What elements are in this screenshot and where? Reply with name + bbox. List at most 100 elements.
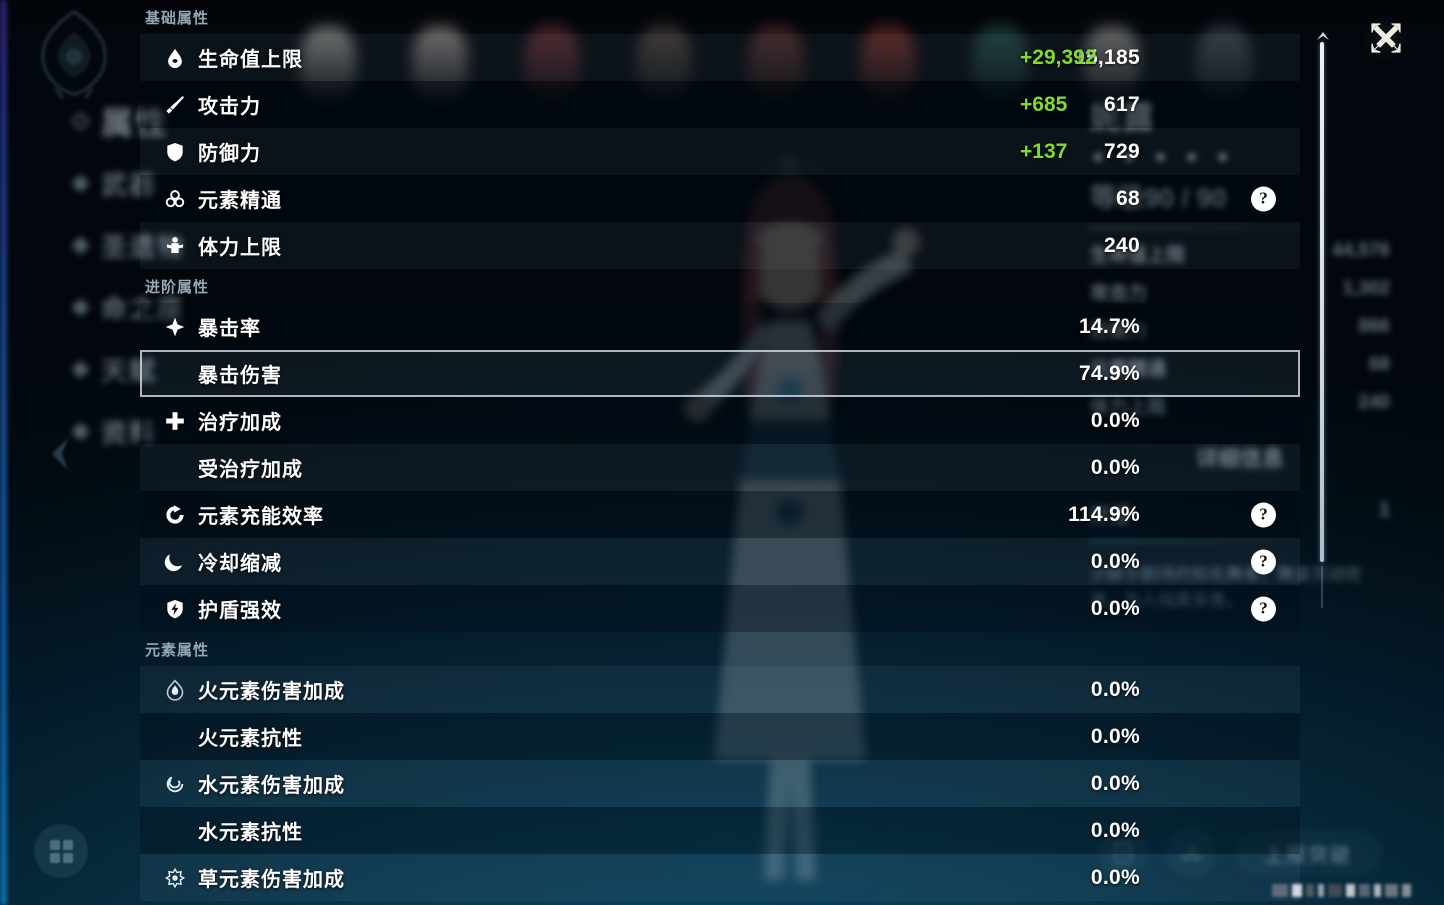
scrollbar-thumb[interactable] (1320, 42, 1324, 562)
section-header-base: 基础属性 (145, 9, 210, 27)
bg-stat-row: 防御力 866 (1090, 316, 1390, 343)
bg-character-description: 沙脉尔剧场的知名舞者，舞姿灵动优美，为人纯真亲善。 (1090, 565, 1362, 610)
stat-label: 元素充能效率 (198, 506, 324, 528)
stat-row[interactable]: 暴击率 14.7% (140, 303, 1300, 350)
stat-row[interactable]: 攻击力 617 +685 (140, 81, 1300, 128)
stat-row[interactable]: 防御力 729 +137 (140, 128, 1300, 175)
bg-nav-label: 属性 (101, 105, 170, 141)
stat-label: 防御力 (198, 143, 261, 165)
bg-stat-label: 元素精通 (1090, 359, 1167, 380)
background-bottom-buttons: 上限突破 (1098, 828, 1382, 878)
stat-row[interactable]: 火元素抗性 0.0% (140, 713, 1300, 760)
hp-droplet-icon (164, 47, 198, 69)
bg-friendship-value: 1 (1378, 499, 1390, 521)
watermark-block (1359, 884, 1370, 897)
watermark-block (1402, 884, 1411, 897)
bg-nav-item-talents: 天赋 (71, 338, 304, 400)
bg-stat-label: 生命值上限 (1090, 245, 1186, 266)
cooldown-moon-icon (164, 551, 198, 573)
atk-sword-icon (164, 94, 198, 116)
stat-value: 0.0% (1090, 408, 1140, 432)
diamond-bullet-icon (71, 235, 90, 255)
stat-label: 体力上限 (198, 237, 282, 259)
stat-label: 冷却缩减 (198, 553, 282, 575)
dendro-icon (164, 867, 198, 889)
bg-divider (1090, 540, 1340, 542)
back-arrow-icon (44, 434, 78, 474)
bg-stat-row: 元素精通 68 (1090, 354, 1390, 381)
stat-row[interactable]: 护盾强效 0.0%? (140, 585, 1300, 632)
roster-portrait (636, 26, 692, 104)
help-question-icon[interactable]: ? (1251, 596, 1276, 621)
background-nav-list: 属性 武器 圣遗物 命之座 天赋 资料 (71, 90, 304, 462)
character-portrait (620, 120, 960, 905)
stat-bonus-value: +685 (1020, 92, 1068, 116)
character-detail-icon (1098, 828, 1148, 878)
watermark (1272, 884, 1411, 897)
stat-value: 0.0% (1090, 724, 1140, 748)
stat-value: 0.0% (1090, 596, 1140, 620)
watermark-block (1328, 884, 1342, 897)
stat-label: 水元素抗性 (198, 822, 303, 844)
stat-row[interactable]: 元素充能效率 114.9%? (140, 491, 1300, 538)
watermark-block (1306, 884, 1314, 897)
bg-nav-item-constellation: 命之座 (71, 276, 304, 338)
hydro-icon (164, 773, 198, 795)
help-question-icon[interactable]: ? (1251, 186, 1276, 211)
roster-portrait (748, 26, 804, 104)
stat-row[interactable]: 生命值上限 15,185 +29,392 (140, 34, 1300, 81)
close-button[interactable] (1362, 14, 1410, 62)
diamond-bullet-icon (71, 173, 90, 193)
stat-value: 0.0% (1090, 818, 1140, 842)
section-header-elemental: 元素属性 (145, 641, 210, 659)
bg-nav-label: 天赋 (101, 355, 158, 386)
watermark-block (1272, 884, 1288, 897)
help-question-icon[interactable]: ? (1251, 502, 1276, 527)
stat-value: 240 (1104, 233, 1140, 257)
watermark-block (1385, 884, 1398, 897)
bg-nav-label: 资料 (101, 417, 158, 448)
stat-row[interactable]: 元素精通 68? (140, 175, 1300, 222)
hydro-element-emblem-icon (28, 6, 120, 102)
stat-label: 火元素抗性 (198, 728, 303, 750)
bg-stat-value: 68 (1368, 354, 1390, 375)
roster-portrait (972, 26, 1028, 104)
stat-row[interactable]: 火元素伤害加成 0.0% (140, 666, 1300, 713)
bg-stat-label: 体力上限 (1090, 397, 1167, 418)
diamond-bullet-icon (71, 111, 90, 131)
stat-row[interactable]: 草元素伤害加成 0.0% (140, 854, 1300, 901)
healing-cross-icon (164, 410, 198, 432)
stat-row[interactable]: 受治疗加成 0.0% (140, 444, 1300, 491)
stat-label: 暴击率 (198, 318, 261, 340)
stat-row[interactable]: 冷却缩减 0.0%? (140, 538, 1300, 585)
help-question-icon[interactable]: ? (1251, 549, 1276, 574)
bg-nav-item-weapon: 武器 (71, 152, 304, 214)
section-header-advanced: 进阶属性 (145, 278, 210, 296)
watermark-block (1318, 884, 1324, 897)
costume-hanger-icon (1166, 828, 1216, 878)
stat-row[interactable]: 治疗加成 0.0% (140, 397, 1300, 444)
stat-label: 治疗加成 (198, 412, 282, 434)
stat-value: 68 (1116, 186, 1140, 210)
diamond-bullet-icon (71, 297, 90, 317)
bg-stat-value: 1,302 (1342, 278, 1390, 299)
roster-portrait (1196, 26, 1252, 104)
stat-row[interactable]: 暴击伤害 74.9% (140, 350, 1300, 397)
def-shield-icon (164, 141, 198, 163)
bg-stat-label: 防御力 (1090, 321, 1148, 342)
bg-detail-button: 详细信息 (1195, 446, 1284, 471)
bg-stat-value: 240 (1358, 392, 1390, 413)
stat-row[interactable]: 体力上限 240 (140, 222, 1300, 269)
bg-nav-item-profile: 资料 (71, 400, 304, 462)
stat-row[interactable]: 水元素伤害加成 0.0% (140, 760, 1300, 807)
stat-row[interactable]: 水元素抗性 0.0% (140, 807, 1300, 854)
scroll-up-arrow-icon[interactable] (1315, 30, 1331, 42)
roster-portrait (524, 26, 580, 104)
stat-label: 受治疗加成 (198, 459, 303, 481)
bg-stat-value: 44,576 (1331, 240, 1390, 261)
grid-icon (49, 839, 73, 863)
bg-nav-item-attributes: 属性 (71, 90, 304, 152)
stat-label: 水元素伤害加成 (198, 775, 345, 797)
